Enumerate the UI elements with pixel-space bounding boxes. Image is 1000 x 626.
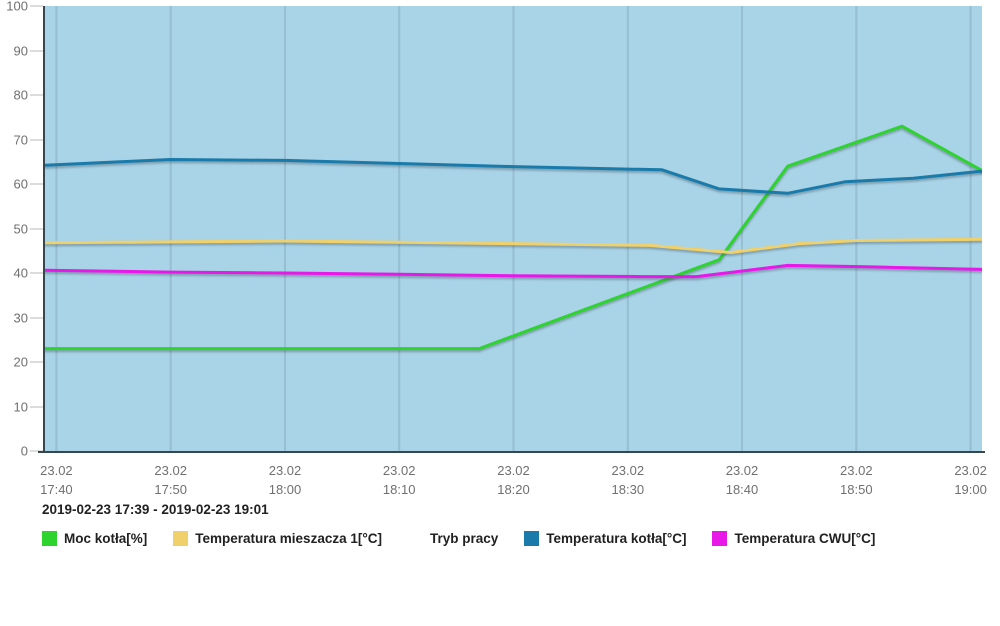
legend-label: Tryb pracy [430,531,499,546]
y-tick-mark [30,227,43,230]
y-tick-mark [30,361,43,363]
y-tick-mark [30,450,43,452]
x-tick-time: 18:40 [725,482,759,497]
x-tick-label: 23.02 18:20 [497,461,530,499]
series-line-moc-kot-a- [45,124,982,351]
x-tick-date: 23.02 [725,463,759,478]
x-tick-label: 23.02 18:40 [726,461,759,499]
chart-legend: Moc kotła[%] Temperatura mieszacza 1[°C] T… [42,531,875,546]
x-tick-label: 23.02 18:10 [383,461,416,499]
plot-area [45,6,982,451]
series-line-temperatura-kot-a-c- [45,158,982,195]
y-tick-mark [30,94,43,96]
x-tick-time: 17:40 [40,482,73,497]
x-tick-label: 23.02 17:40 [40,461,73,499]
legend-label: Temperatura kotła[°C] [546,531,687,546]
x-tick-date: 23.02 [954,463,987,478]
y-axis-labels: 0 10 20 30 40 50 60 70 80 90 100 [0,0,28,460]
x-tick-label: 23.02 18:50 [840,461,873,499]
x-tick-time: 19:00 [954,482,987,497]
x-tick-date: 23.02 [382,463,416,478]
y-tick-label: 10 [13,399,28,414]
x-tick-date: 23.02 [40,463,73,478]
legend-swatch [408,531,423,546]
y-tick-mark [30,183,43,185]
y-axis-ticks [30,0,43,460]
x-tick-time: 18:10 [382,482,416,497]
y-tick-mark [30,49,43,52]
y-tick-label: 50 [13,221,28,236]
y-tick-label: 80 [13,87,28,103]
y-tick-label: 40 [13,265,28,281]
legend-item-tryb-pracy[interactable]: Tryb pracy [408,531,498,546]
legend-swatch [42,531,57,546]
series-line-temperatura-cwu-c- [45,263,982,279]
chart-canvas [45,6,982,451]
x-tick-time: 17:50 [154,482,187,497]
x-tick-label: 23.02 19:00 [954,461,987,499]
y-tick-label: 70 [13,132,28,147]
x-tick-label: 23.02 17:50 [154,461,187,499]
x-tick-date: 23.02 [154,463,187,478]
y-tick-mark [30,405,43,408]
y-tick-label: 90 [13,43,28,58]
x-tick-time: 18:30 [611,482,645,497]
x-axis-labels: 23.02 17:40 23.02 17:50 23.02 18:00 23.02 18:10… [0,461,1000,501]
legend-swatch [173,531,189,546]
x-tick-label: 23.02 18:30 [612,461,645,499]
y-tick-label: 20 [13,354,28,370]
y-tick-label: 0 [20,443,28,459]
legend-item-moc-kot-a-[interactable]: Moc kotła[%] [42,531,147,546]
legend-label: Temperatura mieszacza 1[°C] [195,531,382,546]
x-axis-line [38,451,985,453]
y-tick-mark [30,316,43,319]
x-tick-date: 23.02 [268,463,302,478]
x-tick-date: 23.02 [497,463,530,478]
y-tick-mark [30,5,43,7]
x-tick-date: 23.02 [840,463,873,478]
legend-item-temperatura-mieszacza-1-c-[interactable]: Temperatura mieszacza 1[°C] [173,531,382,546]
y-tick-mark [30,138,43,141]
x-tick-date: 23.02 [611,463,645,478]
x-tick-time: 18:20 [497,482,530,497]
legend-swatch [524,531,540,546]
legend-item-temperatura-cwu-c-[interactable]: Temperatura CWU[°C] [712,531,875,546]
y-axis-line [43,6,45,453]
legend-item-temperatura-kot-a-c-[interactable]: Temperatura kotła[°C] [524,531,686,546]
y-tick-label: 60 [13,176,28,192]
y-tick-label: 30 [13,310,28,325]
x-tick-time: 18:00 [268,482,302,497]
series-line-temperatura-mieszacza-1-c- [45,237,982,254]
legend-swatch [712,531,728,546]
legend-label: Moc kotła[%] [64,531,148,546]
x-tick-label: 23.02 18:00 [269,461,302,499]
date-range-label: 2019-02-23 17:39 - 2019-02-23 19:01 [42,502,269,517]
y-tick-label: 100 [6,0,28,14]
legend-label: Temperatura CWU[°C] [734,531,876,546]
y-tick-mark [30,272,43,274]
x-tick-time: 18:50 [840,482,873,497]
